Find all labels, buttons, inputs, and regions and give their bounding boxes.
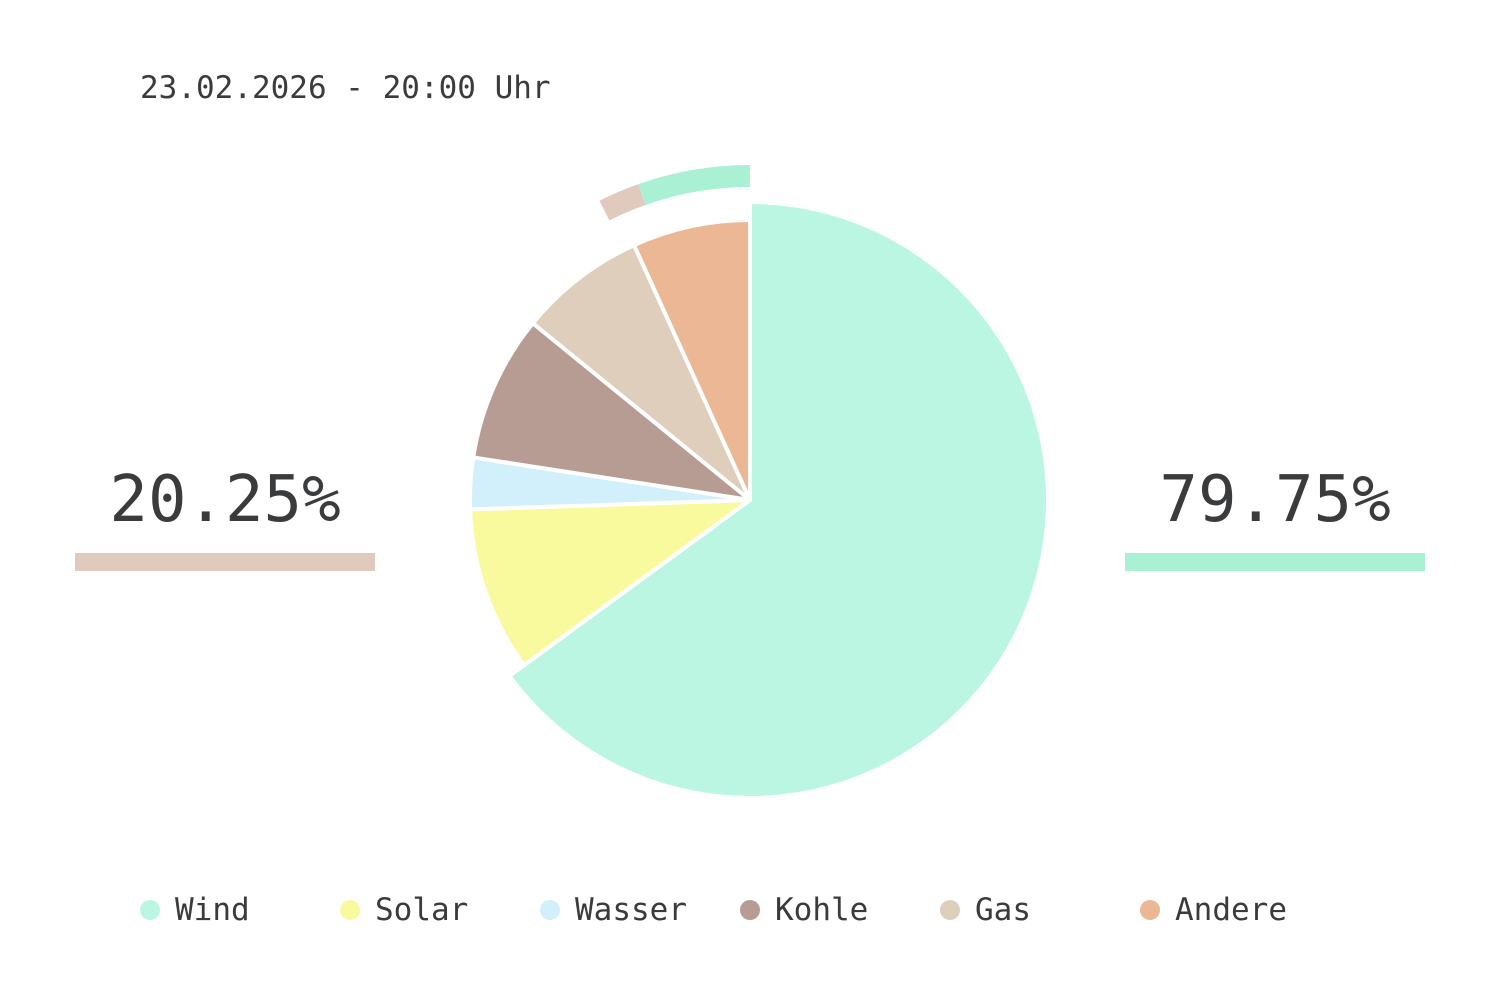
renewable-share-value: 79.75% xyxy=(1159,463,1391,537)
legend-item-wind: Wind xyxy=(140,890,250,930)
pie-slice-andere xyxy=(632,218,752,502)
pie-slice-kohle xyxy=(471,321,752,502)
fossil-share-bar xyxy=(75,553,375,571)
legend-dot-wind xyxy=(140,900,160,920)
pie-slice-wind xyxy=(507,200,1050,800)
legend-dot-andere xyxy=(1140,900,1160,920)
legend-label-gas: Gas xyxy=(975,892,1031,928)
pie-slice-gas xyxy=(530,243,752,502)
legend-item-kohle: Kohle xyxy=(740,890,868,930)
timestamp: 23.02.2026 - 20:00 Uhr xyxy=(140,70,551,106)
legend-label-andere: Andere xyxy=(1175,892,1287,928)
fossil-share-arc xyxy=(599,184,646,221)
pie-slice-solar xyxy=(468,498,752,668)
legend-dot-kohle xyxy=(740,900,760,920)
legend-dot-solar xyxy=(340,900,360,920)
legend-label-kohle: Kohle xyxy=(775,892,869,928)
share-ring xyxy=(599,165,750,221)
legend-item-andere: Andere xyxy=(1140,890,1287,930)
legend-label-wasser: Wasser xyxy=(575,892,687,928)
legend-label-wind: Wind xyxy=(175,892,250,928)
pie-slices xyxy=(468,200,1050,800)
legend-item-solar: Solar xyxy=(340,890,468,930)
legend-label-solar: Solar xyxy=(375,892,469,928)
fossil-share-value: 20.25% xyxy=(109,463,341,537)
legend-item-wasser: Wasser xyxy=(540,890,687,930)
legend-item-gas: Gas xyxy=(940,890,1031,930)
legend-dot-gas xyxy=(940,900,960,920)
renewable-share-bar xyxy=(1125,553,1425,571)
legend: Wind Solar Wasser Kohle Gas Andere xyxy=(140,890,1440,930)
legend-dot-wasser xyxy=(540,900,560,920)
renewable-share-arc xyxy=(638,165,750,205)
